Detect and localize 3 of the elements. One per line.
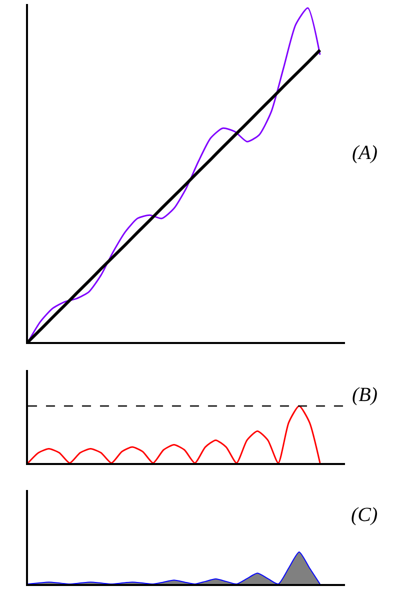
- text: (C): [351, 504, 378, 526]
- text: (A): [352, 142, 378, 164]
- text: (B): [352, 384, 378, 406]
